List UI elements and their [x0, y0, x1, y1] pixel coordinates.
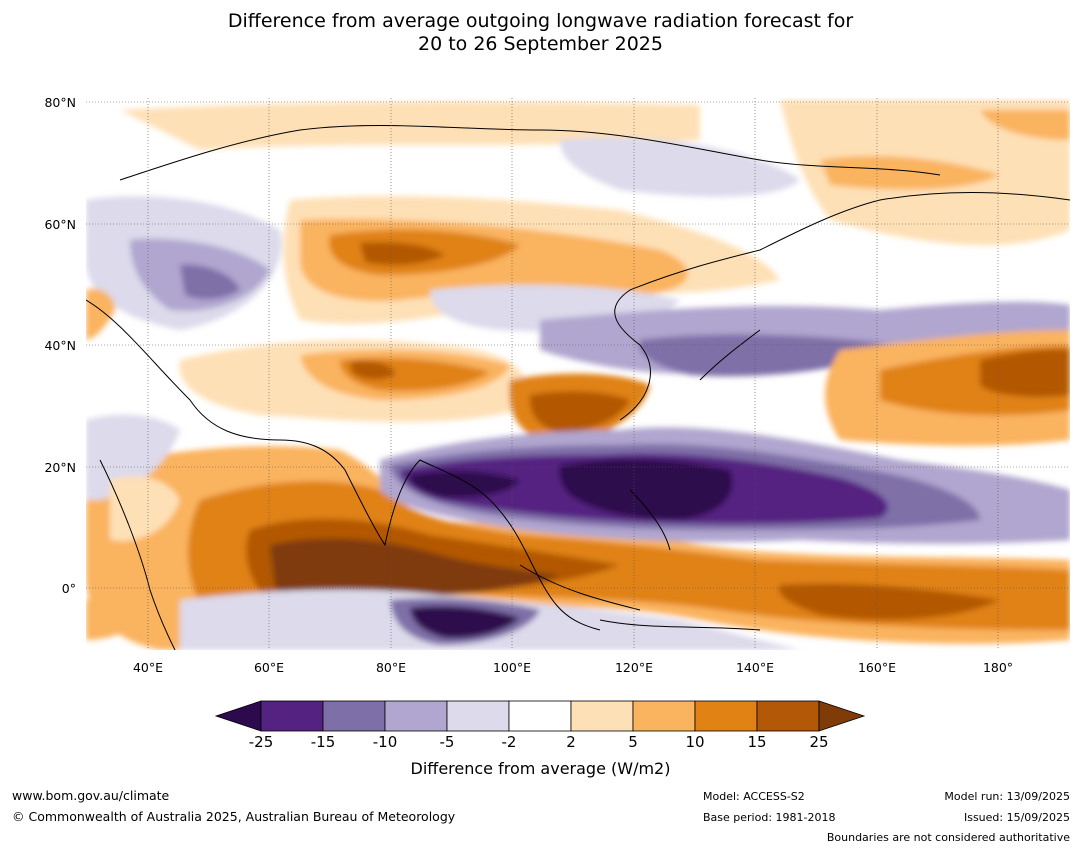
colorbar-extend-low [214, 700, 262, 732]
lon-label-40e: 40°E [132, 660, 164, 675]
colorbar-tick: -5 [439, 733, 455, 751]
lon-label-120e: 120°E [614, 660, 653, 675]
colorbar-swatch [322, 700, 386, 732]
lon-label-60e: 60°E [253, 660, 285, 675]
colorbar-tick: 5 [628, 733, 638, 751]
colorbar-swatch [384, 700, 448, 732]
footer-model-run: Model run: 13/09/2025 [944, 790, 1070, 803]
colorbar-swatch [570, 700, 634, 732]
footer-copyright: © Commonwealth of Australia 2025, Austra… [12, 809, 456, 824]
colorbar-swatch [694, 700, 758, 732]
colorbar-tick: -10 [372, 733, 398, 751]
footer-url[interactable]: www.bom.gov.au/climate [12, 788, 170, 803]
map-title: Difference from average outgoing longwav… [0, 10, 1081, 56]
lon-label-160e: 160°E [857, 660, 896, 675]
lat-label-20n: 20°N [44, 460, 76, 475]
lat-label-80n: 80°N [44, 95, 76, 110]
graticule [86, 98, 1070, 650]
lon-label-100e: 100°E [492, 660, 531, 675]
lat-label-60n: 60°N [44, 217, 76, 232]
colorbar-title: Difference from average (W/m2) [410, 759, 671, 778]
lat-label-40n: 40°N [44, 338, 76, 353]
colorbar-tick: -25 [248, 733, 274, 751]
lon-label-180: 180° [982, 660, 1014, 675]
lon-label-80e: 80°E [375, 660, 407, 675]
colorbar-swatch [508, 700, 572, 732]
footer-model: Model: ACCESS-S2 [703, 790, 805, 803]
colorbar-tick: 2 [566, 733, 576, 751]
colorbar-tick: 15 [747, 733, 767, 751]
colorbar-extend-high [818, 700, 866, 732]
coastlines [86, 125, 1070, 650]
footer-disclaimer: Boundaries are not considered authoritat… [826, 831, 1070, 844]
colorbar-swatch [632, 700, 696, 732]
colorbar-tick: 25 [809, 733, 829, 751]
lat-label-0: 0° [61, 581, 76, 596]
colorbar-swatch [756, 700, 820, 732]
footer-issued: Issued: 15/09/2025 [963, 811, 1070, 824]
lon-label-140e: 140°E [735, 660, 774, 675]
colorbar-swatch [446, 700, 510, 732]
colorbar [214, 700, 866, 732]
footer-base-period: Base period: 1981-2018 [703, 811, 836, 824]
colorbar-tick: -2 [501, 733, 517, 751]
colorbar-swatch [260, 700, 324, 732]
anomaly-field [86, 98, 1070, 650]
title-line-1: Difference from average outgoing longwav… [227, 10, 854, 32]
colorbar-tick: -15 [310, 733, 336, 751]
title-line-2: 20 to 26 September 2025 [418, 33, 663, 55]
colorbar-tick: 10 [685, 733, 705, 751]
